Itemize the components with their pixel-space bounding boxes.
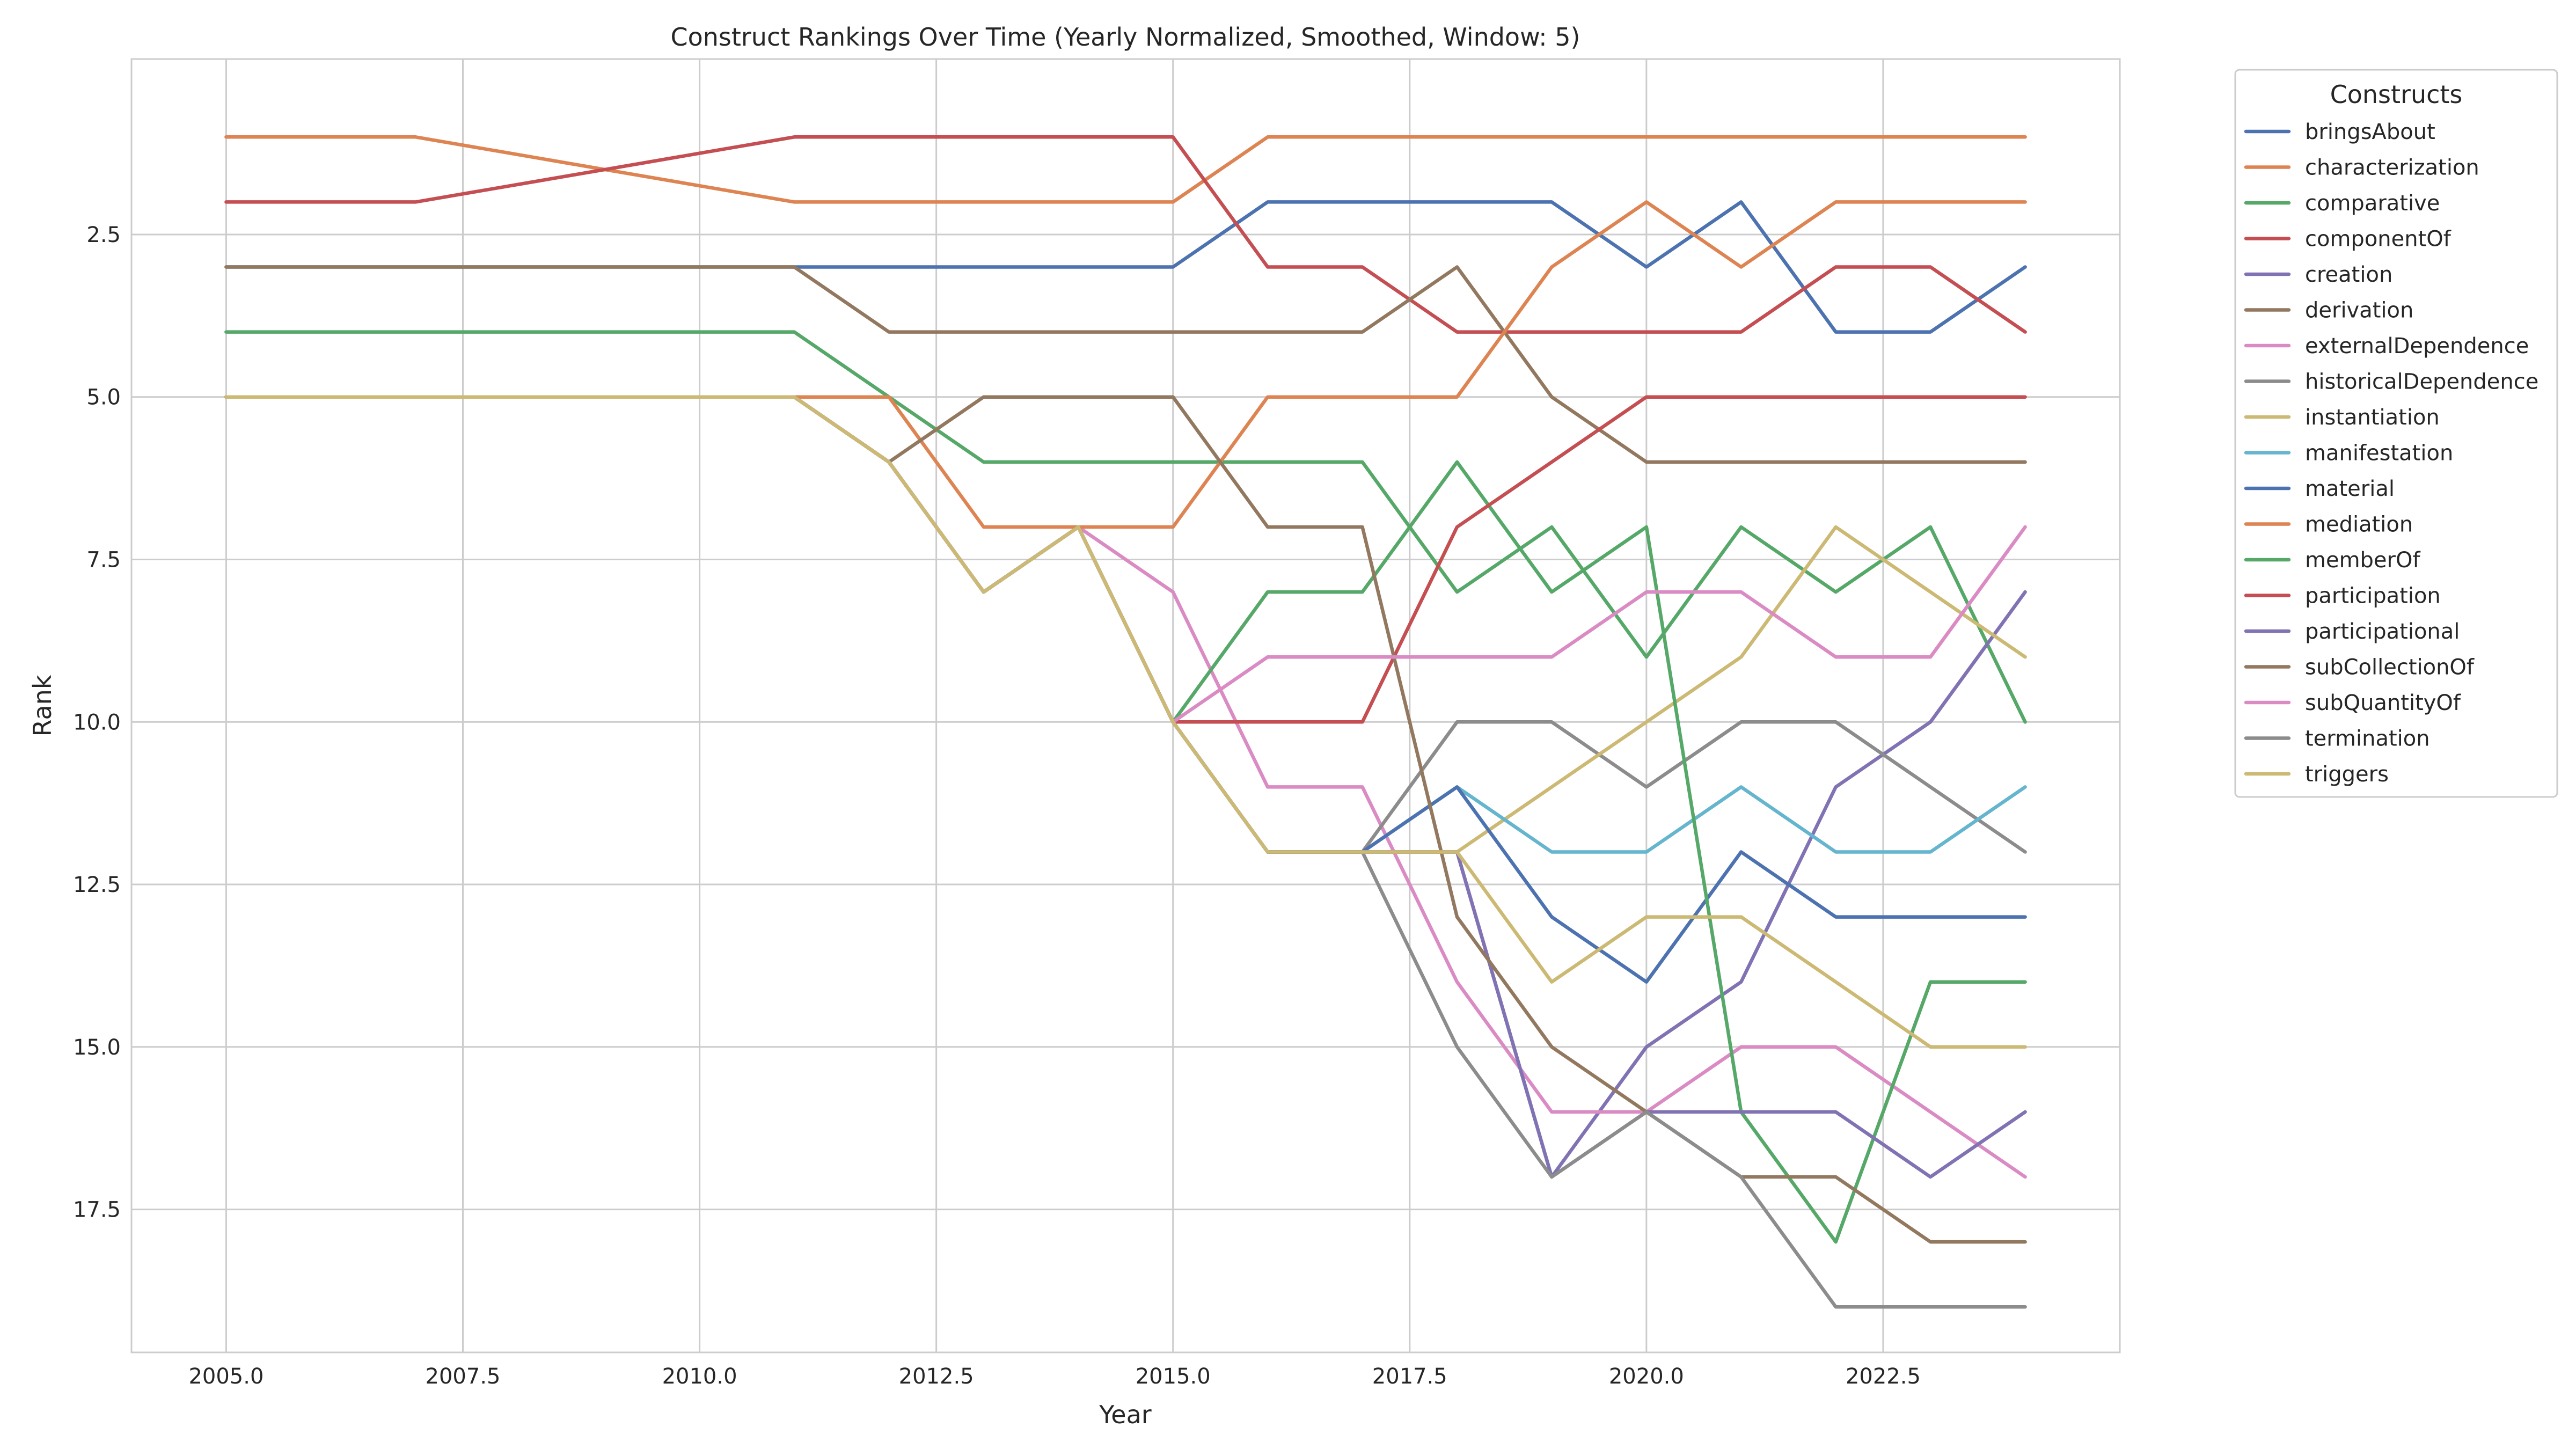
- legend-label-characterization: characterization: [2305, 156, 2479, 180]
- series-line-characterization: [224, 135, 2027, 204]
- series-lines: [224, 135, 2027, 1309]
- legend-label-material: material: [2305, 477, 2395, 501]
- y-tick-label: 12.5: [73, 873, 121, 897]
- chart-title: Construct Rankings Over Time (Yearly Nor…: [670, 23, 1580, 52]
- series-line-derivation: [224, 265, 2027, 464]
- legend-label-creation: creation: [2305, 262, 2392, 287]
- legend-label-comparative: comparative: [2305, 191, 2440, 216]
- legend-label-mediation: mediation: [2305, 513, 2413, 537]
- x-tick-label: 2010.0: [662, 1364, 737, 1389]
- legend-label-componentOf: componentOf: [2305, 227, 2451, 252]
- legend-label-subCollectionOf: subCollectionOf: [2305, 655, 2475, 680]
- series-line-comparative: [224, 330, 2027, 724]
- y-tick-label: 17.5: [73, 1198, 121, 1223]
- x-axis-title: Year: [1099, 1400, 1151, 1429]
- x-tick-label: 2022.5: [1846, 1364, 1921, 1389]
- x-tick-label: 2007.5: [426, 1364, 501, 1389]
- legend-label-participation: participation: [2305, 584, 2441, 609]
- x-tick-label: 2020.0: [1609, 1364, 1684, 1389]
- series-line-triggers: [224, 395, 2027, 1049]
- legend-label-externalDependence: externalDependence: [2305, 334, 2529, 358]
- legend-label-derivation: derivation: [2305, 298, 2413, 323]
- y-tick-label: 7.5: [86, 548, 121, 573]
- legend-label-bringsAbout: bringsAbout: [2305, 120, 2435, 144]
- x-tick-label: 2017.5: [1372, 1364, 1447, 1389]
- legend-label-triggers: triggers: [2305, 762, 2389, 787]
- legend-box: [2234, 69, 2558, 798]
- plot-area-frame: [130, 58, 2121, 1353]
- y-tick-label: 15.0: [73, 1035, 121, 1060]
- x-tick-label: 2005.0: [188, 1364, 264, 1389]
- x-tick-label: 2015.0: [1136, 1364, 1211, 1389]
- legend-label-historicalDependence: historicalDependence: [2305, 370, 2538, 394]
- legend: Constructs bringsAbout characterization co…: [2234, 69, 2558, 798]
- legend-label-participational: participational: [2305, 619, 2460, 644]
- y-axis-title: Rank: [28, 675, 57, 736]
- x-tick-labels: 2005.0 2007.5 2010.0 2012.5 2015.0 2017.5 2020…: [188, 1364, 1920, 1389]
- series-line-componentOf: [224, 135, 2027, 334]
- y-tick-labels: 2.5 5.0 7.5 10.0 12.5 15.0 17.5: [73, 223, 121, 1223]
- legend-label-termination: termination: [2305, 727, 2430, 751]
- legend-label-subQuantityOf: subQuantityOf: [2305, 691, 2461, 715]
- legend-items: bringsAbout characterization comparative co…: [2244, 120, 2538, 787]
- legend-title: Constructs: [2330, 80, 2463, 109]
- y-tick-label: 10.0: [73, 710, 121, 735]
- legend-label-memberOf: memberOf: [2305, 548, 2420, 573]
- legend-label-instantiation: instantiation: [2305, 405, 2440, 430]
- x-tick-label: 2012.5: [899, 1364, 974, 1389]
- legend-label-manifestation: manifestation: [2305, 441, 2453, 466]
- y-tick-label: 2.5: [86, 223, 121, 247]
- y-tick-label: 5.0: [86, 385, 121, 410]
